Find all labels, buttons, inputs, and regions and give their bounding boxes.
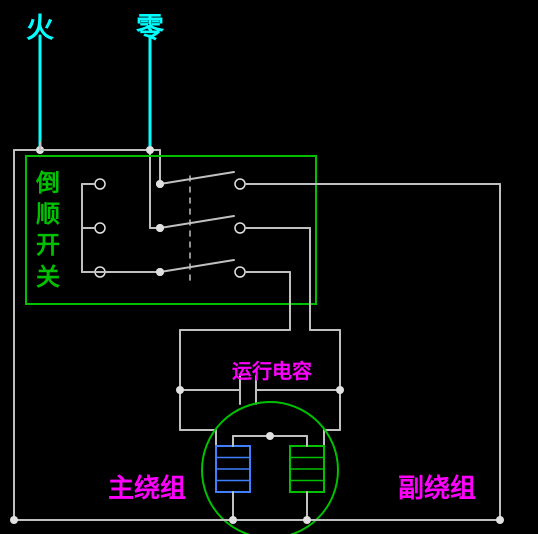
label-capacitor: 运行电容 bbox=[232, 355, 312, 384]
label-neutral: 零 bbox=[136, 6, 164, 46]
label-aux-winding: 副绕组 bbox=[398, 468, 476, 505]
circuit-diagram bbox=[0, 0, 538, 534]
label-main-winding: 主绕组 bbox=[108, 468, 186, 505]
label-switch: 倒 顺 开 关 bbox=[36, 168, 60, 293]
label-live: 火 bbox=[26, 6, 54, 46]
